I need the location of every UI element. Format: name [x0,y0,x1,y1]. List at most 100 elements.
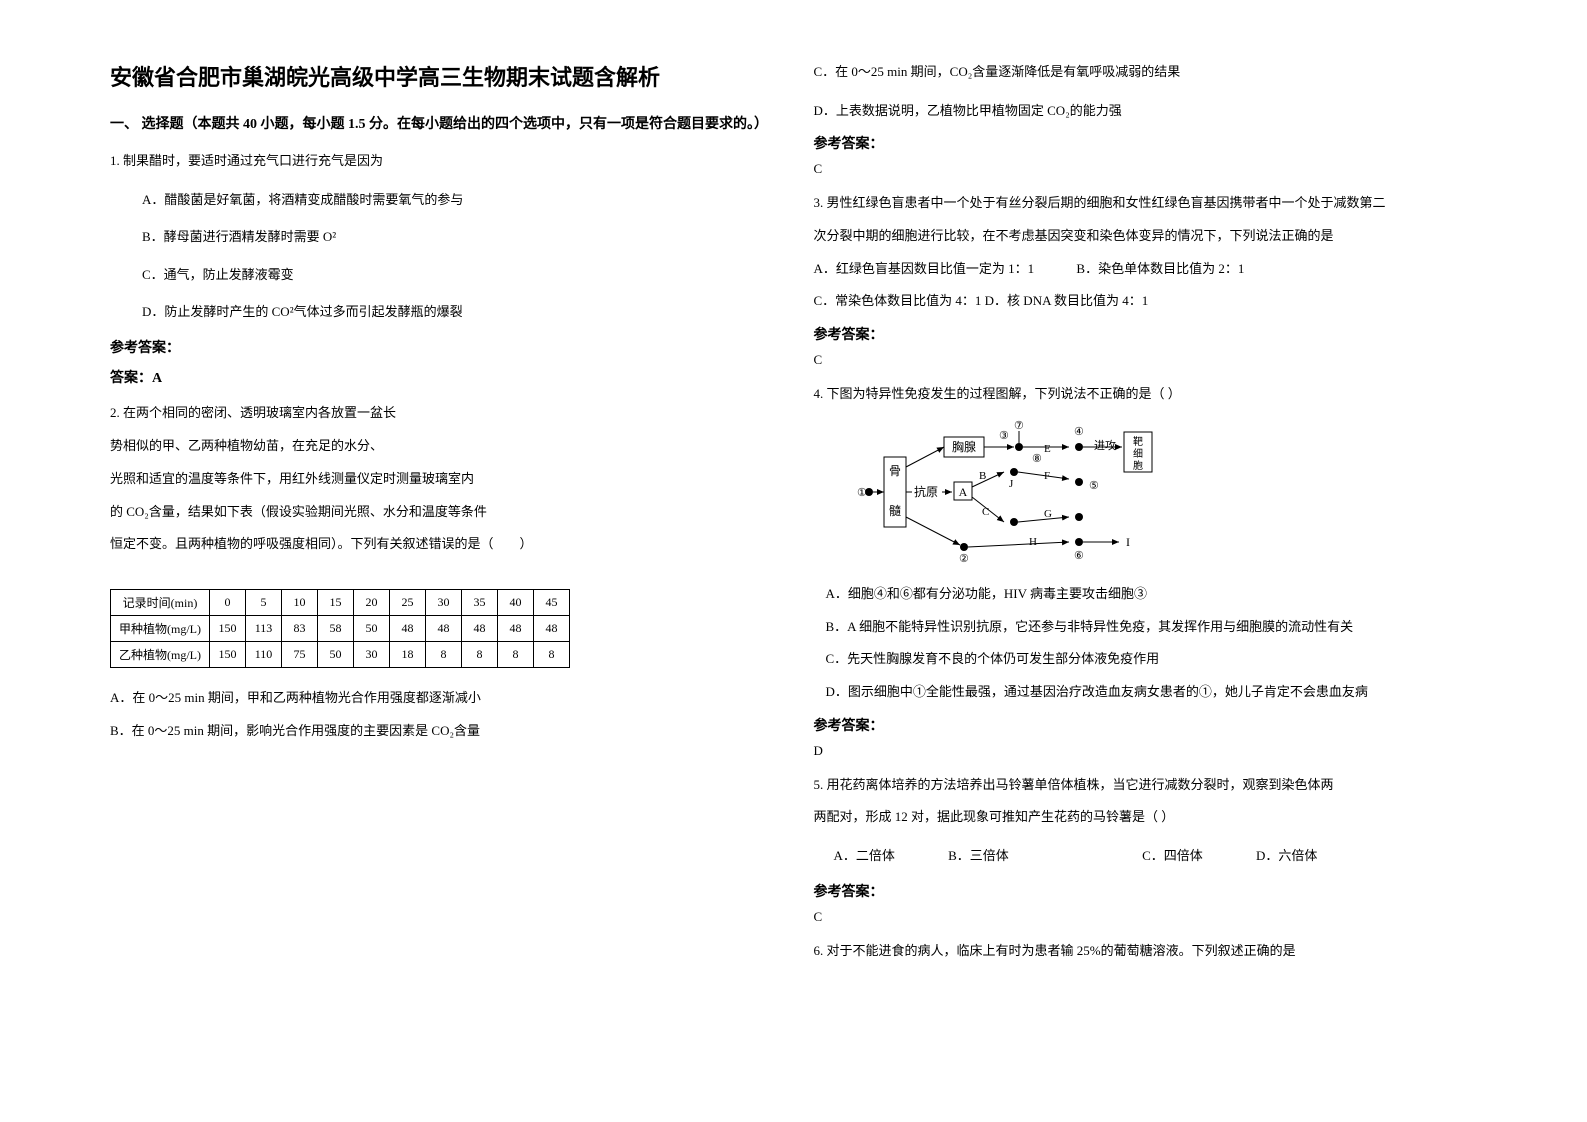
table-cell: 48 [390,615,426,641]
q1-answer: 答案：A [110,367,774,387]
q2-data-table: 记录时间(min) 0 5 10 15 20 25 30 35 40 45 甲种… [110,589,774,668]
table-cell: 8 [534,641,570,667]
q3-answer-label: 参考答案： [814,324,1478,344]
svg-text:④: ④ [1074,426,1084,438]
table-cell: 18 [390,641,426,667]
svg-text:靶: 靶 [1133,435,1143,448]
table-cell: 15 [318,589,354,615]
svg-text:J: J [1009,478,1014,490]
q2-text1: 2. 在两个相同的密闭、透明玻璃室内各放置一盆长 [110,401,774,426]
svg-text:③: ③ [999,430,1009,442]
table-cell: 110 [246,641,282,667]
table-cell: 150 [210,641,246,667]
table-row: 乙种植物(mg/L) 150 110 75 50 30 18 8 8 8 8 [111,641,570,667]
q2-option-a: A．在 0～25 min 期间，甲和乙两种植物光合作用强度都逐渐减小 [110,686,774,711]
table-cell: 10 [282,589,318,615]
table-cell: 25 [390,589,426,615]
q2-option-b: B．在 0～25 min 期间，影响光合作用强度的主要因素是 CO₂含量 [110,719,774,744]
table-cell: 乙种植物(mg/L) [111,641,210,667]
svg-text:⑧: ⑧ [1032,453,1042,465]
q2-text4: 的 CO₂含量，结果如下表（假设实验期间光照、水分和温度等条件 [110,500,774,525]
table-cell: 8 [498,641,534,667]
diagram-jingong: 进攻 [1094,438,1116,452]
table-cell: 记录时间(min) [111,589,210,615]
table-header-row: 记录时间(min) 0 5 10 15 20 25 30 35 40 45 [111,589,570,615]
table-cell: 50 [318,641,354,667]
q5-text1: 5. 用花药离体培养的方法培养出马铃薯单倍体植株，当它进行减数分裂时，观察到染色… [814,773,1478,798]
svg-text:①: ① [857,487,867,499]
q5-options: A．二倍体 B．三倍体 C．四倍体 D．六倍体 [814,844,1478,867]
q5-option-d: D．六倍体 [1256,848,1317,863]
table-row: 甲种植物(mg/L) 150 113 83 58 50 48 48 48 48 … [111,615,570,641]
diagram-gusui-char2: 髓 [888,504,900,518]
table-cell: 113 [246,615,282,641]
q3-option-a: A．红绿色盲基因数目比值一定为 1：1 [814,261,1035,276]
left-column: 安徽省合肥市巢湖皖光高级中学高三生物期末试题含解析 一、 选择题（本题共 40 … [90,60,794,1062]
diagram-xiongxian: 胸腺 [951,439,975,454]
q3-answer: C [814,352,1478,368]
diagram-kangyuan: 抗原 [914,484,938,499]
svg-text:胞: 胞 [1133,460,1143,472]
q5-answer: C [814,909,1478,925]
q2-answer-label: 参考答案： [814,133,1478,153]
q4-option-c: C．先天性胸腺发育不良的个体仍可发生部分体液免疫作用 [814,647,1478,672]
table-cell: 48 [462,615,498,641]
section-header: 一、 选择题（本题共 40 小题，每小题 1.5 分。在每小题给出的四个选项中，… [110,112,774,137]
table-cell: 30 [426,589,462,615]
table-cell: 5 [246,589,282,615]
table-cell: 48 [534,615,570,641]
q4-option-b: B．A 细胞不能特异性识别抗原，它还参与非特异性免疫，其发挥作用与细胞膜的流动性… [814,615,1478,640]
table-cell: 58 [318,615,354,641]
q6-text: 6. 对于不能进食的病人，临床上有时为患者输 25%的葡萄糖溶液。下列叙述正确的… [814,939,1478,964]
q1-option-b: B．酵母菌进行酒精发酵时需要 O² [110,225,774,248]
table-cell: 75 [282,641,318,667]
table-cell: 8 [426,641,462,667]
table-cell: 45 [534,589,570,615]
q3-option-b: B．染色单体数目比值为 2：1 [1076,261,1244,276]
q2-text2: 势相似的甲、乙两种植物幼苗，在充足的水分、 [110,434,774,459]
svg-text:G: G [1044,508,1052,520]
q3-text2: 次分裂中期的细胞进行比较，在不考虑基因突变和染色体变异的情况下，下列说法正确的是 [814,224,1478,249]
q5-option-a: A．二倍体 [834,848,895,863]
table-cell: 150 [210,615,246,641]
table-cell: 48 [426,615,462,641]
q3-option-d: D．核 DNA 数目比值为 4：1 [985,293,1149,308]
table-cell: 50 [354,615,390,641]
q4-option-a: A．细胞④和⑥都有分泌功能，HIV 病毒主要攻击细胞③ [814,582,1478,607]
q1-option-d: D．防止发酵时产生的 CO²气体过多而引起发酵瓶的爆裂 [110,300,774,323]
svg-text:细: 细 [1133,447,1143,460]
q2-text5: 恒定不变。且两种植物的呼吸强度相同）。下列有关叙述错误的是（ ） [110,532,774,557]
table-cell: 40 [498,589,534,615]
q2-option-d: D．上表数据说明，乙植物比甲植物固定 CO₂的能力强 [814,99,1478,124]
svg-text:⑦: ⑦ [1014,420,1024,432]
q2-answer: C [814,161,1478,177]
svg-text:A: A [958,485,967,499]
q3-options-cd: C．常染色体数目比值为 4：1 D．核 DNA 数目比值为 4：1 [814,289,1478,314]
q5-option-c: C．四倍体 [1142,848,1203,863]
right-column: C．在 0～25 min 期间，CO₂含量逐渐降低是有氧呼吸减弱的结果 D．上表… [794,60,1498,1062]
svg-text:B: B [979,470,986,482]
immunity-diagram: 骨 髓 ① 胸腺 抗原 A ② [854,417,1478,572]
svg-text:E: E [1044,443,1051,455]
svg-text:⑥: ⑥ [1074,550,1084,562]
q4-option-d: D．图示细胞中①全能性最强，通过基因治疗改造血友病女患者的①，她儿子肯定不会患血… [814,680,1478,705]
svg-text:I: I [1126,535,1130,549]
svg-text:⑤: ⑤ [1089,480,1099,492]
svg-text:H: H [1029,536,1037,548]
diagram-gusui-char1: 骨 [888,464,900,478]
q1-answer-label: 参考答案： [110,337,774,357]
q1-option-c: C．通气，防止发酵液霉变 [110,263,774,286]
q1-option-a: A．醋酸菌是好氧菌，将酒精变成醋酸时需要氧气的参与 [110,188,774,211]
q4-text: 4. 下图为特异性免疫发生的过程图解，下列说法不正确的是（ ） [814,382,1478,407]
table-cell: 20 [354,589,390,615]
table-cell: 35 [462,589,498,615]
document-title: 安徽省合肥市巢湖皖光高级中学高三生物期末试题含解析 [110,60,774,92]
table-cell: 8 [462,641,498,667]
q5-answer-label: 参考答案： [814,881,1478,901]
svg-text:②: ② [959,553,969,565]
q5-text2: 两配对，形成 12 对，据此现象可推知产生花药的马铃薯是（ ） [814,805,1478,830]
q2-option-c: C．在 0～25 min 期间，CO₂含量逐渐降低是有氧呼吸减弱的结果 [814,60,1478,85]
q3-option-c: C．常染色体数目比值为 4：1 [814,293,982,308]
q3-text1: 3. 男性红绿色盲患者中一个处于有丝分裂后期的细胞和女性红绿色盲基因携带者中一个… [814,191,1478,216]
q4-answer: D [814,743,1478,759]
